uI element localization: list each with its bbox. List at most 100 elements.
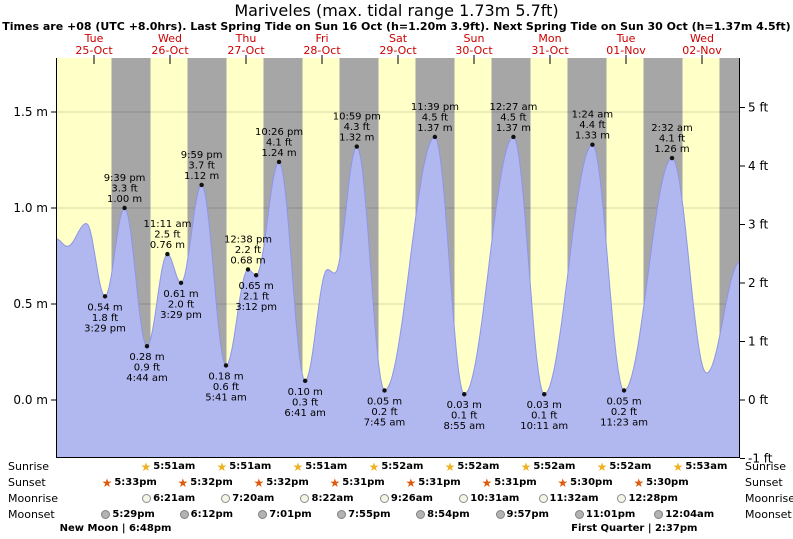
- day-label-name: Sat: [389, 32, 408, 45]
- y-axis-label-m: 0.5 m: [13, 297, 48, 311]
- sunset-entry: ★ 5:31pm: [405, 476, 460, 489]
- moonrise-entry: 12:28pm: [617, 492, 678, 505]
- high-tide-ft: 3.7 ft: [188, 160, 214, 171]
- y-axis-label-ft: 5 ft: [748, 100, 768, 114]
- high-tide-time: 1:24 am: [572, 110, 614, 121]
- sunset-row-label-left: Sunset: [8, 476, 46, 489]
- day-label-name: Tue: [616, 32, 636, 45]
- moonrise-icon: [617, 494, 627, 503]
- tide-extreme-marker: [178, 280, 184, 286]
- moonrise-row-label-left: Moonrise: [8, 492, 58, 505]
- moonrise-entry: 7:20am: [221, 492, 274, 505]
- moonrise-time: 9:26am: [390, 493, 433, 504]
- sunset-time: 5:30pm: [646, 477, 689, 488]
- day-label-name: Fri: [315, 32, 328, 45]
- moonrise-time: 10:31am: [470, 493, 520, 504]
- moonrise-icon: [379, 494, 389, 503]
- low-tide-ft: 0.3 ft: [292, 397, 318, 408]
- moonrise-icon: [300, 494, 310, 503]
- day-label-date: 02-Nov: [682, 44, 722, 57]
- day-label-date: 26-Oct: [151, 44, 189, 57]
- low-tide-m: 0.28 m: [129, 352, 164, 363]
- sunset-entry: ★ 5:32pm: [254, 476, 309, 489]
- sunrise-entry: ★ 5:52am: [521, 460, 576, 473]
- sunset-icon: ★: [177, 475, 189, 490]
- moonset-icon: [179, 510, 189, 519]
- moonrise-icon: [221, 494, 231, 503]
- moonrise-time: 11:32am: [549, 493, 599, 504]
- high-tide-time: 12:38 pm: [224, 234, 272, 245]
- high-tide-m: 1.00 m: [107, 194, 142, 205]
- tide-extreme-marker: [432, 134, 438, 140]
- sunrise-row-label-left: Sunrise: [8, 460, 50, 473]
- sunset-icon: ★: [329, 475, 341, 490]
- sunrise-icon: ★: [368, 459, 380, 474]
- sunset-time: 5:32pm: [190, 477, 233, 488]
- high-tide-time: 10:59 pm: [333, 112, 381, 123]
- low-tide-time: 3:29 pm: [160, 310, 202, 321]
- sunrise-icon: ★: [140, 459, 152, 474]
- y-axis-label-ft: 4 ft: [748, 159, 768, 173]
- tide-extreme-marker: [253, 273, 259, 278]
- sunset-entry: ★ 5:31pm: [329, 476, 384, 489]
- low-tide-ft: 2.0 ft: [168, 299, 194, 310]
- moonset-row-label-right: Moonset: [745, 508, 792, 521]
- tide-extreme-marker: [590, 142, 595, 147]
- day-label-date: 25-Oct: [75, 44, 113, 57]
- high-tide-m: 1.37 m: [417, 123, 452, 134]
- sunrise-icon: ★: [444, 459, 456, 474]
- low-tide-m: 0.54 m: [87, 302, 122, 313]
- low-tide-m: 0.65 m: [239, 281, 274, 292]
- sunset-time: 5:32pm: [266, 477, 309, 488]
- low-tide-time: 5:41 am: [205, 392, 247, 403]
- sunrise-time: 5:52am: [609, 461, 652, 472]
- sunset-icon: ★: [405, 475, 417, 490]
- day-label-date: 01-Nov: [606, 44, 646, 57]
- tide-extreme-marker: [223, 363, 229, 368]
- high-tide-time: 9:59 pm: [181, 150, 223, 161]
- high-tide-ft: 2.2 ft: [235, 245, 261, 256]
- high-tide-time: 10:26 pm: [255, 127, 303, 138]
- high-tide-m: 1.32 m: [339, 133, 374, 144]
- high-tide-m: 1.33 m: [575, 131, 610, 142]
- sunrise-entry: ★ 5:51am: [217, 460, 272, 473]
- moon-phase-new-moon: New Moon | 6:48pm: [59, 523, 172, 534]
- sunset-icon: ★: [633, 475, 645, 490]
- sunset-entry: ★ 5:33pm: [102, 476, 157, 489]
- y-axis-label-ft: -1 ft: [748, 452, 773, 466]
- day-label-date: 29-Oct: [379, 44, 417, 57]
- high-tide-ft: 4.5 ft: [500, 112, 526, 123]
- sunrise-time: 5:53am: [685, 461, 728, 472]
- low-tide-ft: 1.8 ft: [92, 313, 118, 324]
- day-label-name: Sun: [464, 32, 485, 45]
- tide-extreme-marker: [102, 294, 108, 299]
- moonset-entry: 12:04am: [654, 508, 714, 521]
- sunrise-time: 5:51am: [229, 461, 272, 472]
- sunset-icon: ★: [253, 475, 265, 490]
- sunrise-entry: ★ 5:52am: [597, 460, 652, 473]
- moonrise-time: 7:20am: [232, 493, 275, 504]
- sunset-time: 5:31pm: [494, 477, 537, 488]
- sunrise-icon: ★: [520, 459, 532, 474]
- low-tide-time: 3:29 pm: [84, 323, 126, 334]
- low-tide-ft: 0.1 ft: [531, 411, 557, 422]
- y-axis-label-ft: 0 ft: [748, 393, 768, 407]
- high-tide-time: 12:27 am: [489, 102, 537, 113]
- sunrise-time: 5:51am: [153, 461, 196, 472]
- high-tide-time: 11:11 am: [143, 219, 191, 230]
- sunrise-icon: ★: [292, 459, 304, 474]
- y-axis-label-ft: 2 ft: [748, 276, 768, 290]
- tide-extreme-marker: [542, 392, 547, 397]
- high-tide-m: 0.76 m: [150, 240, 185, 251]
- moonset-entry: 5:29pm: [101, 508, 155, 521]
- high-tide-m: 1.26 m: [654, 144, 689, 155]
- low-tide-time: 4:44 am: [126, 373, 168, 384]
- moonset-time: 6:12pm: [190, 509, 234, 520]
- moonrise-entry: 9:26am: [379, 492, 433, 505]
- moonset-icon: [416, 510, 426, 519]
- y-axis-label-ft: 3 ft: [748, 217, 768, 231]
- low-tide-m: 0.03 m: [447, 400, 482, 411]
- sunrise-entry: ★ 5:52am: [445, 460, 500, 473]
- low-tide-ft: 0.9 ft: [134, 363, 160, 374]
